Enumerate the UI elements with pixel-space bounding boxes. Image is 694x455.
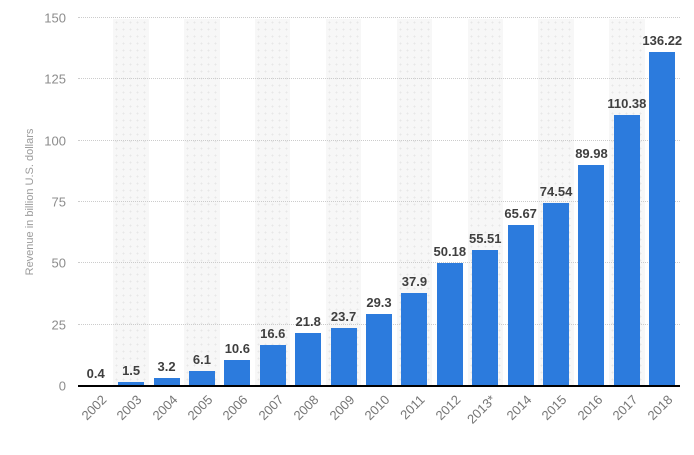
bar-value-label: 110.38 [607,96,647,111]
x-tick-label: 2012 [432,392,464,424]
bar-value-label: 0.4 [86,366,105,381]
bar-value-label: 50.18 [433,244,467,259]
y-tick-label: 0 [58,378,66,394]
bar-2007[interactable] [259,345,286,386]
bar-2015[interactable] [543,203,570,386]
gridline [78,139,680,141]
x-axis-line [78,385,680,387]
bar-value-label: 136.22 [642,33,683,48]
x-tick-label: 2009 [326,392,358,424]
y-tick-label: 25 [51,317,66,333]
x-tick-label: 2003 [113,392,145,424]
plot-band [184,19,220,386]
x-tick-label: 2002 [78,392,110,424]
y-tick-label: 75 [51,194,66,210]
bar-value-label: 37.9 [401,274,428,289]
bar-value-label: 1.5 [122,363,141,378]
bar-2018[interactable] [649,52,676,386]
x-tick-label: 2017 [609,392,641,424]
bar-2017[interactable] [613,115,640,386]
y-tick-label: 100 [44,133,66,149]
plot-band [325,19,362,386]
bar-value-label: 21.8 [295,314,321,329]
gridline [78,201,680,202]
x-tick-label: 2006 [219,392,251,424]
bar-value-label: 55.51 [468,231,502,246]
x-tick-label: 2005 [184,392,216,424]
y-tick-label: 125 [44,71,66,87]
bar-value-label: 16.6 [260,326,286,341]
bar-2014[interactable] [507,225,534,386]
x-tick-label: 2013* [464,392,499,427]
bar-value-label: 89.98 [575,146,608,161]
plot-band [113,19,149,386]
y-tick-label: 50 [51,255,66,271]
bar-2010[interactable] [366,314,392,386]
bar-2012[interactable] [436,263,463,386]
bar-2011[interactable] [401,293,428,386]
x-tick-label: 2010 [361,392,393,424]
x-tick-label: 2018 [644,392,676,424]
bar-value-label: 3.2 [157,359,176,374]
bar-2009[interactable] [330,328,357,386]
x-tick-label: 2004 [149,392,181,424]
bar-2016[interactable] [578,165,605,386]
bar-2006[interactable] [224,360,251,386]
bar-value-label: 23.7 [330,309,357,324]
bar-value-label: 10.6 [224,341,250,356]
gridline [78,17,680,18]
y-tick-label: 150 [44,10,66,26]
x-tick-label: 2011 [397,392,429,423]
bar-2004[interactable] [153,378,180,386]
bar-value-label: 74.54 [539,184,573,199]
x-tick-label: 2007 [255,392,287,424]
gridline [78,262,680,264]
gridline [78,78,680,80]
plot-area: 0.4 1.5 3.2 6.1 10.6 16.6 21.8 23.7 29.3 37.9 50.1… [78,17,683,387]
x-tick-label: 2016 [574,392,606,424]
plot-band [255,19,291,386]
bar-value-label: 65.67 [504,206,537,221]
bar-2003[interactable] [118,382,145,386]
bar-2005[interactable] [188,371,215,386]
x-tick-label: 2014 [503,392,535,424]
x-tick-label: 2008 [290,392,322,424]
bar-2008[interactable] [295,333,322,386]
bar-value-label: 29.3 [366,295,392,310]
x-tick-label: 2015 [538,392,570,424]
bar-2013*[interactable] [472,250,499,386]
bar-value-label: 6.1 [192,352,211,367]
